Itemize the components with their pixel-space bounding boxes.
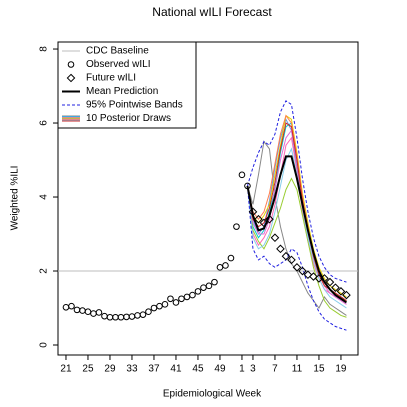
x-tick-label: 21 bbox=[60, 364, 72, 375]
legend-label: Observed wILI bbox=[86, 59, 150, 70]
x-tick-label: 25 bbox=[82, 364, 94, 375]
observed-point bbox=[211, 278, 218, 286]
y-tick-label: 8 bbox=[39, 46, 50, 52]
future-point bbox=[303, 270, 313, 280]
observed-point bbox=[161, 301, 169, 308]
observed-point bbox=[238, 171, 246, 179]
legend-label: Mean Prediction bbox=[86, 86, 158, 97]
x-tick-label: 1 bbox=[239, 364, 245, 375]
future-point bbox=[259, 218, 269, 228]
future-point bbox=[287, 255, 296, 265]
x-tick-label: 49 bbox=[214, 364, 226, 375]
observed-point bbox=[68, 302, 75, 310]
y-axis-title: Weighted %ILI bbox=[10, 166, 21, 231]
observed-point bbox=[233, 223, 240, 230]
plot-frame bbox=[57, 41, 359, 356]
future-point bbox=[270, 233, 280, 243]
mean-prediction bbox=[246, 155, 348, 304]
future-point bbox=[265, 214, 274, 224]
x-tick-label: 33 bbox=[126, 364, 138, 375]
x-tick-label: 3 bbox=[250, 364, 256, 375]
y-tick-label: 4 bbox=[39, 194, 50, 200]
future-point bbox=[254, 214, 263, 224]
y-tick-label: 6 bbox=[39, 120, 50, 126]
future-point bbox=[298, 266, 307, 276]
legend-label: Future wILI bbox=[86, 73, 136, 84]
x-tick-label: 41 bbox=[170, 364, 182, 375]
observed-point bbox=[227, 254, 235, 262]
legend-box bbox=[57, 41, 197, 129]
x-tick-label: 11 bbox=[292, 364, 303, 375]
x-axis-title: Epidemiological Week bbox=[163, 389, 262, 400]
observed-point bbox=[189, 291, 196, 299]
observed-point bbox=[139, 311, 147, 318]
future-point bbox=[325, 277, 335, 287]
legend-swatch bbox=[66, 73, 76, 83]
x-tick-label: 19 bbox=[335, 364, 347, 375]
chart-title: National wILI Forecast bbox=[152, 5, 272, 19]
observed-point bbox=[145, 308, 152, 316]
x-tick-label: 37 bbox=[148, 364, 160, 375]
future-point bbox=[320, 274, 329, 283]
observed-point bbox=[194, 288, 202, 295]
observed-point bbox=[244, 182, 251, 190]
observed-point bbox=[167, 295, 174, 303]
future-point bbox=[336, 287, 346, 296]
x-tick-label: 7 bbox=[272, 364, 278, 375]
legend-label: 10 Posterior Draws bbox=[86, 113, 171, 124]
future-point bbox=[281, 251, 291, 261]
future-point bbox=[309, 272, 318, 281]
x-tick-label: 29 bbox=[104, 364, 116, 375]
future-point bbox=[276, 244, 285, 254]
lower-band bbox=[246, 185, 347, 331]
future-point bbox=[331, 283, 340, 292]
y-tick-label: 0 bbox=[39, 342, 50, 348]
legend-label: CDC Baseline bbox=[86, 46, 149, 57]
observed-point bbox=[222, 262, 229, 269]
x-tick-label: 15 bbox=[313, 364, 325, 375]
upper-band bbox=[246, 100, 347, 283]
legend-swatch bbox=[67, 61, 75, 68]
observed-point bbox=[172, 299, 180, 306]
legend-label: 95% Pointwise Bands bbox=[86, 100, 183, 111]
observed-point bbox=[205, 282, 213, 290]
posterior-draw bbox=[246, 177, 347, 318]
future-point bbox=[342, 290, 351, 300]
future-point bbox=[292, 263, 302, 272]
future-point bbox=[248, 207, 258, 217]
y-tick-label: 2 bbox=[39, 268, 50, 274]
observed-point bbox=[95, 309, 103, 316]
x-tick-label: 45 bbox=[192, 364, 204, 375]
